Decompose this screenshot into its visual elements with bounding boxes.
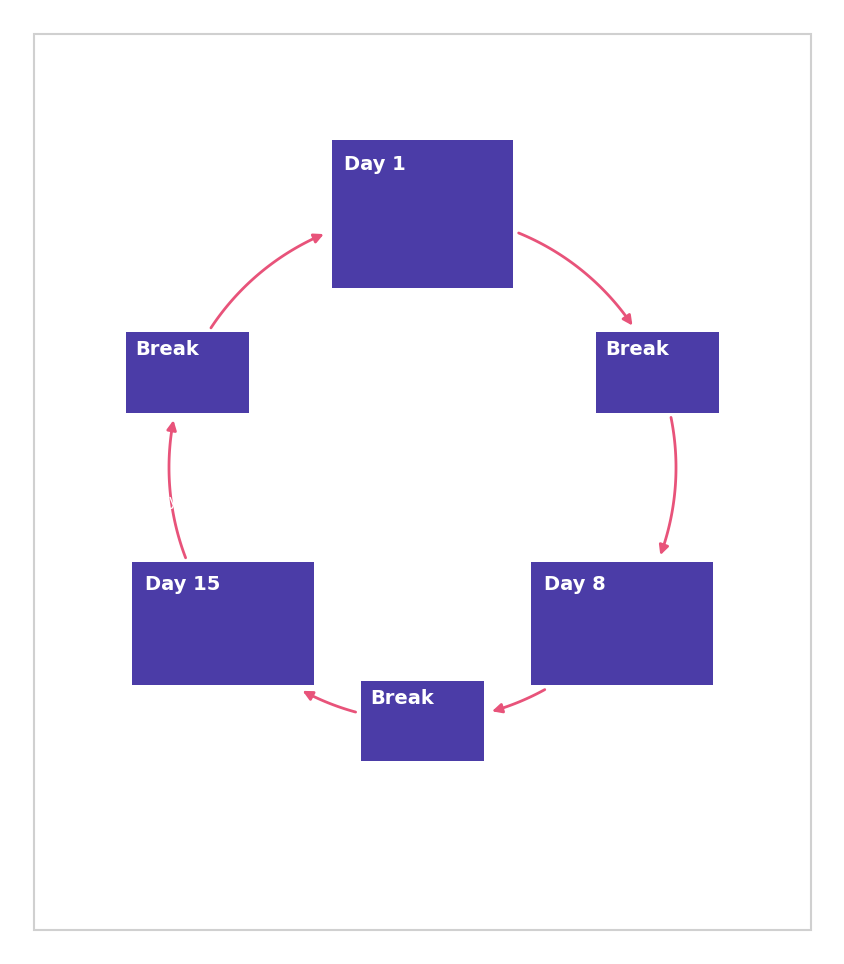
Text: 6 days: 6 days [134,495,186,509]
Text: One gemcitabine dose
One nab-paclitaxel dose: One gemcitabine dose One nab-paclitaxel … [144,729,330,763]
FancyBboxPatch shape [361,681,483,762]
Text: Day 15: Day 15 [144,575,219,594]
Text: Day 8: Day 8 [544,575,605,594]
Text: 6 days: 6 days [370,843,420,858]
Text: Day 1: Day 1 [344,155,406,174]
FancyBboxPatch shape [132,562,313,684]
FancyBboxPatch shape [34,34,810,930]
FancyBboxPatch shape [126,333,248,413]
Text: 6 days: 6 days [604,495,655,509]
Text: Break: Break [604,340,668,360]
Text: One gemcitabine dose
One nab-paclitaxel dose: One gemcitabine dose One nab-paclitaxel … [544,729,728,763]
FancyBboxPatch shape [596,333,718,413]
Text: Break: Break [134,340,198,360]
FancyBboxPatch shape [331,140,513,288]
Text: One gemcitabine dose
One nab-paclitaxel
dose: One gemcitabine dose One nab-paclitaxel … [344,308,517,362]
Text: Break: Break [370,689,433,708]
FancyBboxPatch shape [531,562,712,684]
